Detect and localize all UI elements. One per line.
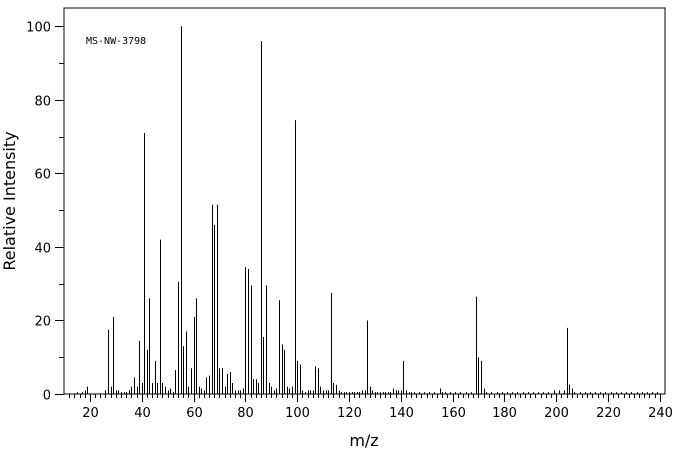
x-minor-ticks [69, 394, 661, 398]
x-axis-title: m/z [349, 431, 378, 450]
x-tick-label: 220 [596, 406, 621, 421]
x-tick-label: 60 [186, 406, 203, 421]
plot-frame [63, 7, 666, 395]
x-major-ticks: 20 40 60 80 100 120 140 160 180 200 220 240 [82, 394, 673, 421]
x-tick-label: 100 [285, 406, 310, 421]
x-tick-label: 160 [441, 406, 466, 421]
y-tick-label: 0 [43, 389, 51, 404]
spectrum-id-label: MS-NW-3798 [86, 36, 146, 47]
y-tick-label: 20 [34, 315, 51, 330]
y-tick-label: 100 [26, 21, 51, 36]
x-tick-label: 120 [337, 406, 362, 421]
x-tick-label: 200 [544, 406, 569, 421]
x-tick-label: 20 [82, 406, 99, 421]
y-ticks: 0 20 40 60 80 100 [26, 21, 64, 404]
x-tick-label: 40 [134, 406, 151, 421]
x-tick-label: 240 [648, 406, 673, 421]
y-axis-title: Relative Intensity [0, 131, 19, 270]
x-tick-label: 180 [492, 406, 517, 421]
x-tick-label: 140 [389, 406, 414, 421]
y-tick-label: 40 [34, 242, 51, 257]
x-tick-label: 80 [237, 406, 254, 421]
peak-bars [77, 26, 658, 394]
y-tick-label: 80 [34, 95, 51, 110]
y-tick-label: 60 [34, 168, 51, 183]
